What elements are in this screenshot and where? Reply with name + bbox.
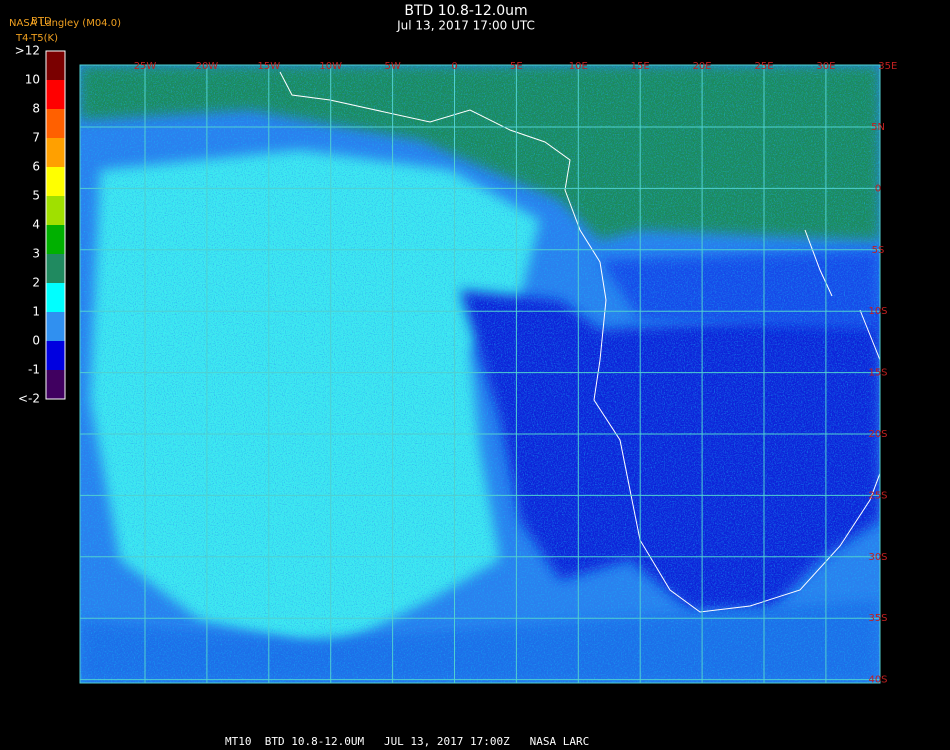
colorbar-label: <-2 — [18, 392, 40, 406]
latitude-label: 25S — [868, 490, 887, 501]
longitude-label: 0 — [451, 61, 457, 72]
subtitle: Jul 13, 2017 17:00 UTC — [396, 19, 535, 33]
colorbar-label: 2 — [32, 276, 40, 290]
colorbar-label: 6 — [32, 160, 40, 174]
colorbar-label: 5 — [32, 189, 40, 203]
latitude-label: 0 — [875, 183, 881, 194]
colorbar-segment — [46, 312, 65, 341]
colorbar-label: 8 — [32, 102, 40, 116]
latitude-label: 20S — [868, 429, 887, 440]
colorbar-label: >12 — [15, 44, 40, 58]
colorbar-label: 7 — [32, 131, 40, 145]
colorbar-label: 3 — [32, 247, 40, 261]
colorbar-segment — [46, 341, 65, 370]
colorbar-segment — [46, 138, 65, 167]
longitude-label: 35E — [878, 61, 897, 72]
longitude-label: 5W — [384, 61, 400, 72]
colorbar-label: -1 — [28, 363, 40, 377]
longitude-label: 30E — [816, 61, 835, 72]
colorbar-frame — [45, 50, 66, 400]
longitude-label: 15E — [631, 61, 650, 72]
colorbar-label: 0 — [32, 334, 40, 348]
latitude-label: 15S — [868, 368, 887, 379]
latitude-label: 5S — [872, 245, 885, 256]
longitude-label: 10W — [319, 61, 342, 72]
footer: MT10 BTD 10.8-12.0UM JUL 13, 2017 17:00Z… — [225, 735, 589, 748]
colorbar-segment — [46, 283, 65, 312]
longitude-label: 20W — [196, 61, 219, 72]
image — [80, 65, 880, 683]
colorbar-segment — [46, 51, 65, 80]
map-frame — [79, 64, 881, 684]
colorbar-label: 1 — [32, 305, 40, 319]
latitude-label: 40S — [868, 675, 887, 686]
longitude-label: 20E — [693, 61, 712, 72]
colorbar-segment — [46, 370, 65, 399]
colorbar-segment — [46, 196, 65, 225]
colorbar-segment — [46, 80, 65, 109]
longitude-label: 5E — [510, 61, 523, 72]
latitude-label: 10S — [868, 306, 887, 317]
longitude-label: 15W — [257, 61, 280, 72]
source-label: NASA Langley (M04.0) — [9, 18, 121, 29]
title: BTD 10.8-12.0um — [404, 3, 527, 19]
latitude-label: 35S — [868, 613, 887, 624]
longitude-label: 25W — [134, 61, 157, 72]
colorbar-label: 4 — [32, 218, 40, 232]
product-label: BTD — [31, 16, 52, 27]
colorbar-segment — [46, 254, 65, 283]
colorbar-segment — [46, 225, 65, 254]
colorbar-label: 10 — [25, 73, 40, 87]
longitude-label: 25E — [754, 61, 773, 72]
units-label: T4-T5(K) — [15, 33, 58, 44]
colorbar-segment — [46, 167, 65, 196]
longitude-label: 10E — [569, 61, 588, 72]
latitude-label: 30S — [868, 552, 887, 563]
colorbar-segment — [46, 109, 65, 138]
latitude-label: 5N — [871, 122, 885, 133]
